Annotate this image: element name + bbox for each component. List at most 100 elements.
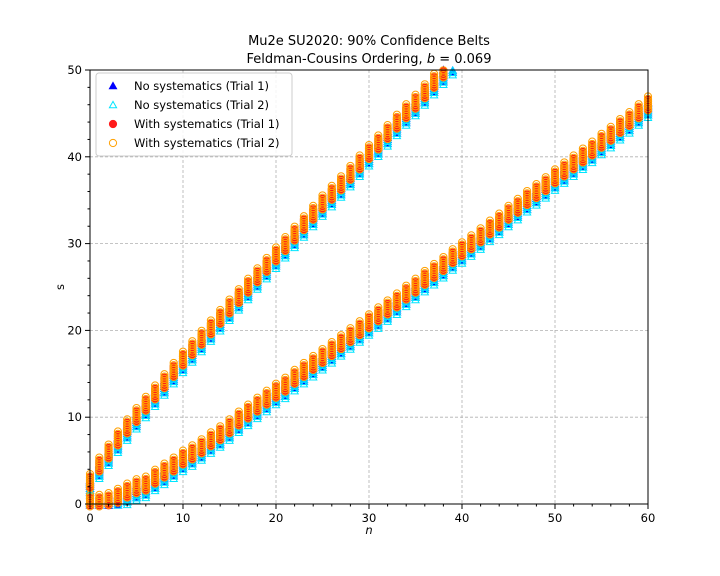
data-point <box>308 220 318 228</box>
data-point <box>401 302 411 311</box>
subtitle-prefix: Feldman-Cousins Ordering, <box>247 52 427 67</box>
data-point <box>281 235 290 244</box>
y-axis-label: s <box>53 284 67 290</box>
data-point <box>290 368 299 377</box>
data-point <box>281 378 290 387</box>
data-point <box>606 141 616 150</box>
data-point <box>429 90 439 99</box>
data-point <box>439 257 448 266</box>
data-point <box>392 294 401 303</box>
data-point <box>588 142 597 151</box>
data-point <box>541 173 550 182</box>
y-tick-label: 0 <box>75 497 82 511</box>
data-point <box>216 424 225 433</box>
data-point <box>327 342 336 351</box>
data-point <box>132 406 141 415</box>
data-point <box>438 271 448 280</box>
data-point <box>159 480 169 489</box>
data-point <box>123 481 132 491</box>
data-point <box>559 176 569 185</box>
data-point <box>252 412 262 420</box>
data-point <box>448 263 458 272</box>
data-point <box>522 207 532 216</box>
data-point <box>318 363 327 372</box>
legend-marker <box>108 81 118 90</box>
data-point <box>318 347 327 356</box>
data-point <box>188 445 197 455</box>
chart-subtitle: Feldman-Cousins Ordering, b = 0.069 <box>247 52 492 67</box>
y-tick-label: 50 <box>67 63 82 77</box>
data-point <box>290 384 300 393</box>
data-point <box>327 202 337 211</box>
data-point <box>150 486 160 495</box>
data-point <box>104 458 114 467</box>
data-point <box>215 324 225 333</box>
data-point <box>234 407 243 416</box>
data-point <box>336 351 346 360</box>
chart-title: Mu2e SU2020: 90% Confidence Belts <box>248 34 490 49</box>
data-point <box>318 209 327 218</box>
data-point <box>355 317 364 326</box>
data-point <box>271 248 281 257</box>
data-point <box>290 227 299 236</box>
data-point <box>504 204 513 213</box>
data-point <box>262 258 271 267</box>
data-point <box>281 375 290 385</box>
data-point <box>587 155 597 164</box>
data-point <box>355 156 364 165</box>
data-point <box>457 240 467 249</box>
data-point <box>225 295 234 304</box>
data-point <box>560 160 569 169</box>
data-point <box>151 470 160 479</box>
data-point <box>494 230 504 239</box>
data-point <box>504 201 513 210</box>
data-point <box>225 433 234 442</box>
data-point <box>206 428 215 437</box>
data-point <box>616 117 625 126</box>
data-point <box>616 114 625 124</box>
data-point <box>215 326 225 335</box>
data-point <box>411 111 420 120</box>
data-point <box>132 424 141 433</box>
data-point <box>345 344 355 353</box>
data-point <box>113 489 123 498</box>
data-point <box>215 440 225 449</box>
data-point <box>364 310 374 319</box>
data-point <box>234 412 243 421</box>
y-tick-label: 20 <box>67 323 82 337</box>
data-point <box>216 310 225 319</box>
data-point <box>411 109 420 117</box>
legend-marker <box>108 138 118 148</box>
data-point <box>494 227 504 236</box>
data-point <box>151 383 160 392</box>
data-point <box>253 395 262 405</box>
data-point <box>132 495 141 504</box>
data-point <box>346 324 355 333</box>
data-point <box>597 129 606 138</box>
data-point <box>178 448 188 458</box>
data-point <box>392 310 402 318</box>
data-point <box>466 249 476 258</box>
data-point <box>188 339 197 348</box>
data-point <box>113 484 123 493</box>
data-point <box>392 131 402 140</box>
data-point <box>597 134 606 143</box>
data-point <box>225 297 234 307</box>
data-point <box>634 100 643 109</box>
data-point <box>290 243 300 252</box>
data-point <box>402 102 411 111</box>
data-point <box>262 407 272 416</box>
data-point <box>309 354 318 363</box>
data-point <box>299 363 308 372</box>
data-point <box>318 349 327 358</box>
data-point <box>206 337 216 345</box>
data-point <box>225 415 234 424</box>
data-point <box>169 474 179 483</box>
data-point <box>439 70 448 80</box>
data-point <box>337 174 346 183</box>
data-point <box>513 199 522 208</box>
data-point <box>169 458 178 467</box>
data-point <box>271 381 281 391</box>
data-point <box>457 256 467 265</box>
data-point <box>160 374 169 383</box>
